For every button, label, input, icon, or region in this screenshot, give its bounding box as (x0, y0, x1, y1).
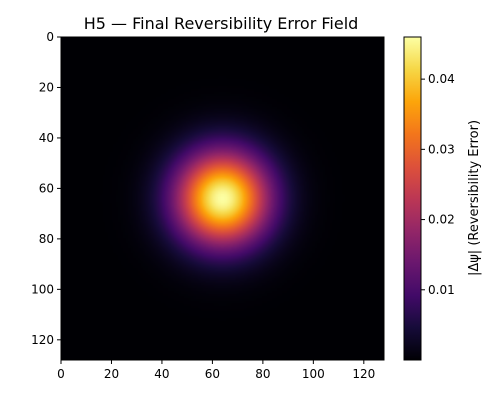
x-tick-label: 100 (302, 367, 325, 381)
x-tick-label: 40 (154, 367, 169, 381)
colorbar-frame (403, 36, 422, 361)
x-tick-label: 80 (255, 367, 270, 381)
plot-area (60, 36, 385, 361)
colorbar-ticks: 0.01 0.02 0.03 0.04 (421, 72, 455, 297)
colorbar-tick-label: 0.03 (428, 142, 455, 156)
y-tick-label: 120 (31, 333, 54, 347)
colorbar-tick-label: 0.04 (428, 72, 455, 86)
colorbar-label: |Δψ| (Reversibility Error) (467, 120, 482, 276)
y-tick-label: 100 (31, 282, 54, 296)
y-tick-label: 0 (46, 30, 54, 44)
heatmap-image (61, 37, 384, 360)
y-tick-label: 80 (39, 232, 54, 246)
x-tick-label: 0 (57, 367, 65, 381)
colorbar-tick-label: 0.01 (428, 283, 455, 297)
x-tick-label: 120 (352, 367, 375, 381)
colorbar: 0.01 0.02 0.03 0.04 |Δψ| (Reversibility Err… (403, 36, 482, 361)
y-axis-ticks: 0 20 40 60 80 100 120 (31, 30, 61, 347)
plot-frame (60, 36, 385, 361)
chart-title: H5 — Final Reversibility Error Field (84, 14, 359, 33)
y-tick-label: 40 (39, 131, 54, 145)
y-tick-label: 60 (39, 181, 54, 195)
colorbar-tick-label: 0.02 (428, 213, 455, 227)
y-tick-label: 20 (39, 80, 54, 94)
x-tick-label: 20 (104, 367, 119, 381)
x-axis-ticks: 0 20 40 60 80 100 120 (57, 360, 375, 381)
x-tick-label: 60 (205, 367, 220, 381)
colorbar-fill (404, 37, 421, 360)
